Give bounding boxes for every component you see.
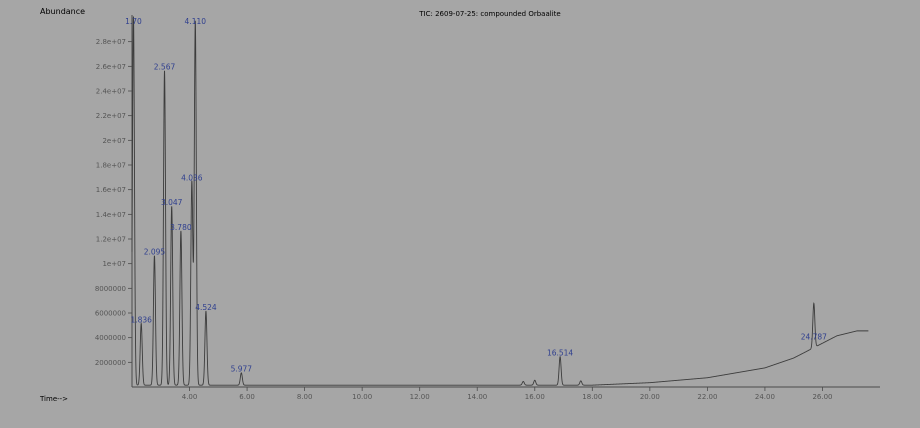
y-tick-label: 2.6e+07	[96, 63, 126, 71]
x-tick-label: 26.00	[812, 393, 832, 401]
y-tick-label: 4000000	[95, 334, 126, 342]
y-tick-label: 1.8e+07	[96, 162, 126, 170]
peak-label: 3.047	[161, 198, 183, 207]
axes: 2000000 4000000 6000000 8000000 1e+07 1.2e+07…	[95, 15, 880, 401]
y-tick-label: 1.6e+07	[96, 186, 126, 194]
peak-label: 16.514	[547, 349, 573, 358]
y-tick-label: 1e+07	[102, 260, 126, 268]
peak-label: 1.70	[125, 17, 142, 26]
tic-line	[131, 16, 869, 386]
y-tick-label: 1.4e+07	[96, 211, 126, 219]
y-tick-label: 6000000	[95, 310, 126, 318]
x-tick-label: 22.00	[697, 393, 717, 401]
x-tick-label: 24.00	[755, 393, 775, 401]
peak-label: 5.977	[231, 365, 253, 374]
x-tick-label: 14.00	[467, 393, 487, 401]
peak-label: 4.110	[185, 17, 207, 26]
x-axis-title: Time-->	[39, 395, 68, 403]
y-tick-label: 8000000	[95, 285, 126, 293]
peak-label: 3.780	[170, 223, 192, 232]
tic-trace	[131, 16, 869, 386]
peak-label: 2.095	[144, 248, 166, 257]
x-tick-label: 4.00	[182, 393, 198, 401]
peak-label: 1.836	[130, 315, 152, 324]
x-tick-label: 20.00	[640, 393, 660, 401]
x-tick-label: 6.00	[239, 393, 255, 401]
chart-title: TIC: 2609-07-25: compounded Orbaalite	[418, 10, 560, 18]
y-tick-label: 2.8e+07	[96, 38, 126, 46]
peak-label: 24.787	[801, 333, 827, 342]
y-tick-label: 2e+07	[102, 137, 126, 145]
y-tick-label: 2.2e+07	[96, 112, 126, 120]
x-tick-label: 18.00	[582, 393, 602, 401]
x-tick-label: 16.00	[525, 393, 545, 401]
x-tick-label: 10.00	[352, 393, 372, 401]
y-tick-label: 1.2e+07	[96, 236, 126, 244]
x-tick-label: 8.00	[297, 393, 313, 401]
peak-label: 2.567	[154, 63, 176, 72]
peak-labels: 1.70 1.836 2.095 2.567 3.047 3.780 4.036 4.110 4…	[125, 17, 827, 374]
x-tick-label: 12.00	[410, 393, 430, 401]
peak-label: 4.524	[195, 303, 217, 312]
y-tick-label: 2.4e+07	[96, 88, 126, 96]
peak-label: 4.036	[181, 174, 203, 183]
y-axis-title: Abundance	[40, 7, 85, 16]
y-tick-label: 2000000	[95, 359, 126, 367]
